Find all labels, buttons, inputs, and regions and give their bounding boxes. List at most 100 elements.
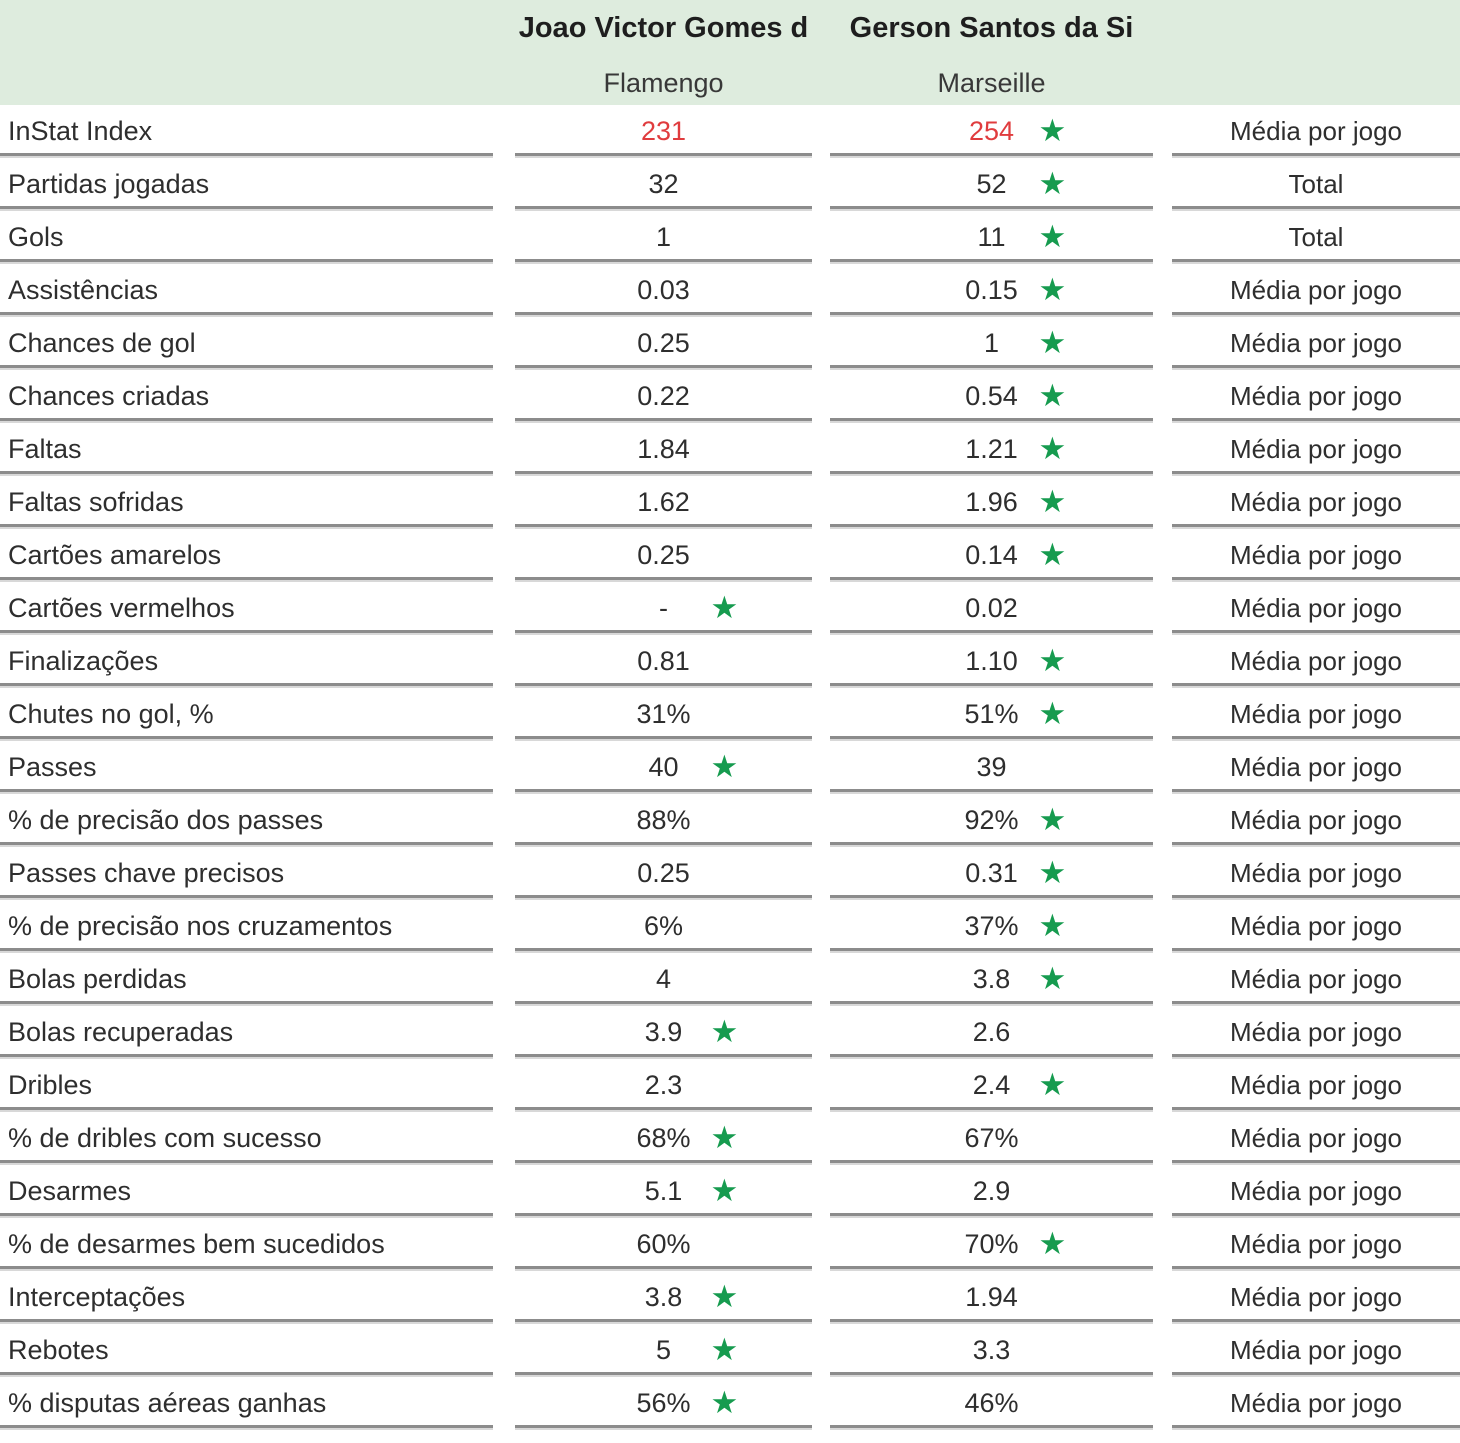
player1-value-cell: 4 ★ [515,953,812,1006]
player2-value: 1.10 [965,646,1018,676]
player1-value: 1.62 [637,487,690,517]
player1-value-cell: 0.25 ★ [515,529,812,582]
stat-unit: Média por jogo [1172,953,1460,1006]
player1-value: 4 [655,964,672,994]
stat-label: Desarmes [0,1165,493,1218]
stat-row: % de precisão dos passes 88% ★ 92% ★ Méd… [0,794,1460,847]
stat-unit: Total [1172,158,1460,211]
stat-unit: Média por jogo [1172,1112,1460,1165]
player2-best-star-icon: ★ [1038,695,1067,731]
player1-value-cell: 68% ★ [515,1112,812,1165]
player2-value: 1.21 [965,434,1018,464]
player2-value: 39 [976,752,1007,782]
player2-best-star-icon: ★ [1038,1225,1067,1261]
player2-value-cell: 0.54 ★ [830,370,1153,423]
stat-row: Partidas jogadas 32 ★ 52 ★ Total [0,158,1460,211]
stat-unit: Média por jogo [1172,900,1460,953]
player1-value: 6% [643,911,684,941]
player2-value-cell: 52 ★ [830,158,1153,211]
stat-row: Cartões vermelhos - ★ 0.02 ★ Média por j… [0,582,1460,635]
stat-row: Faltas sofridas 1.62 ★ 1.96 ★ Média por … [0,476,1460,529]
stat-unit: Média por jogo [1172,1165,1460,1218]
player1-value-cell: 88% ★ [515,794,812,847]
player2-value-cell: 37% ★ [830,900,1153,953]
player1-best-star-icon: ★ [710,1119,739,1155]
stat-row: Finalizações 0.81 ★ 1.10 ★ Média por jog… [0,635,1460,688]
player1-value-cell: 3.8 ★ [515,1271,812,1324]
player2-value: 3.3 [972,1335,1011,1365]
player2-value: 1.94 [965,1282,1018,1312]
stat-unit: Média por jogo [1172,582,1460,635]
player2-value-cell: 92% ★ [830,794,1153,847]
player2-value-cell: 3.3 ★ [830,1324,1153,1377]
player2-value-cell: 70% ★ [830,1218,1153,1271]
player2-value: 0.31 [965,858,1018,888]
stat-label: Passes chave precisos [0,847,493,900]
player1-value: 5.1 [644,1176,683,1206]
stat-unit: Total [1172,211,1460,264]
player2-best-star-icon: ★ [1038,112,1067,148]
player1-value: 0.25 [637,540,690,570]
player2-value: 0.15 [965,275,1018,305]
player2-value: 0.54 [965,381,1018,411]
player1-value: 31% [636,699,691,729]
player1-name: Joao Victor Gomes d [518,12,809,44]
player1-value-cell: 5 ★ [515,1324,812,1377]
player2-value: 254 [968,116,1015,146]
player1-value-cell: 32 ★ [515,158,812,211]
player1-best-star-icon: ★ [710,1384,739,1420]
player2-value-cell: 0.02 ★ [830,582,1153,635]
player2-value: 92% [964,805,1019,835]
player1-value-cell: 31% ★ [515,688,812,741]
stat-label: Chutes no gol, % [0,688,493,741]
player2-value-cell: 254 ★ [830,105,1153,158]
stat-label: Gols [0,211,493,264]
player2-value: 46% [964,1388,1019,1418]
player1-value-cell: 6% ★ [515,900,812,953]
player1-value: 0.81 [637,646,690,676]
stat-label: % de precisão dos passes [0,794,493,847]
player2-name: Gerson Santos da Si [849,12,1134,44]
player2-value: 0.02 [965,593,1018,623]
player1-value-cell: 0.22 ★ [515,370,812,423]
player1-value-cell: 2.3 ★ [515,1059,812,1112]
player1-value-cell: 0.25 ★ [515,317,812,370]
player2-value: 0.14 [965,540,1018,570]
player2-value-cell: 2.6 ★ [830,1006,1153,1059]
stat-label: % de dribles com sucesso [0,1112,493,1165]
stat-unit: Média por jogo [1172,1218,1460,1271]
player2-best-star-icon: ★ [1038,854,1067,890]
player1-value-cell: - ★ [515,582,812,635]
stat-label: Dribles [0,1059,493,1112]
stat-label: Cartões amarelos [0,529,493,582]
stat-row: Chutes no gol, % 31% ★ 51% ★ Média por j… [0,688,1460,741]
player2-value-cell: 39 ★ [830,741,1153,794]
player2-best-star-icon: ★ [1038,1066,1067,1102]
player1-team: Flamengo [603,68,724,99]
stat-row: % de dribles com sucesso 68% ★ 67% ★ Méd… [0,1112,1460,1165]
stat-row: Gols 1 ★ 11 ★ Total [0,211,1460,264]
stat-unit: Média por jogo [1172,264,1460,317]
player1-best-star-icon: ★ [710,589,739,625]
stat-unit: Média por jogo [1172,847,1460,900]
player1-best-star-icon: ★ [710,1331,739,1367]
player1-value-cell: 0.25 ★ [515,847,812,900]
player1-value-cell: 0.03 ★ [515,264,812,317]
player2-best-star-icon: ★ [1038,960,1067,996]
stat-row: % disputas aéreas ganhas 56% ★ 46% ★ Méd… [0,1377,1460,1430]
stat-row: Passes 40 ★ 39 ★ Média por jogo [0,741,1460,794]
player2-value: 1 [983,328,1000,358]
stat-label: Chances criadas [0,370,493,423]
player2-best-star-icon: ★ [1038,324,1067,360]
stat-label: % de precisão nos cruzamentos [0,900,493,953]
player1-value-cell: 60% ★ [515,1218,812,1271]
stat-label: Cartões vermelhos [0,582,493,635]
stat-label: Rebotes [0,1324,493,1377]
player2-value-cell: 1.94 ★ [830,1271,1153,1324]
stat-row: Chances de gol 0.25 ★ 1 ★ Média por jogo [0,317,1460,370]
player2-value: 1.96 [965,487,1018,517]
player2-value-cell: 1 ★ [830,317,1153,370]
player1-value-cell: 40 ★ [515,741,812,794]
stat-unit: Média por jogo [1172,1059,1460,1112]
